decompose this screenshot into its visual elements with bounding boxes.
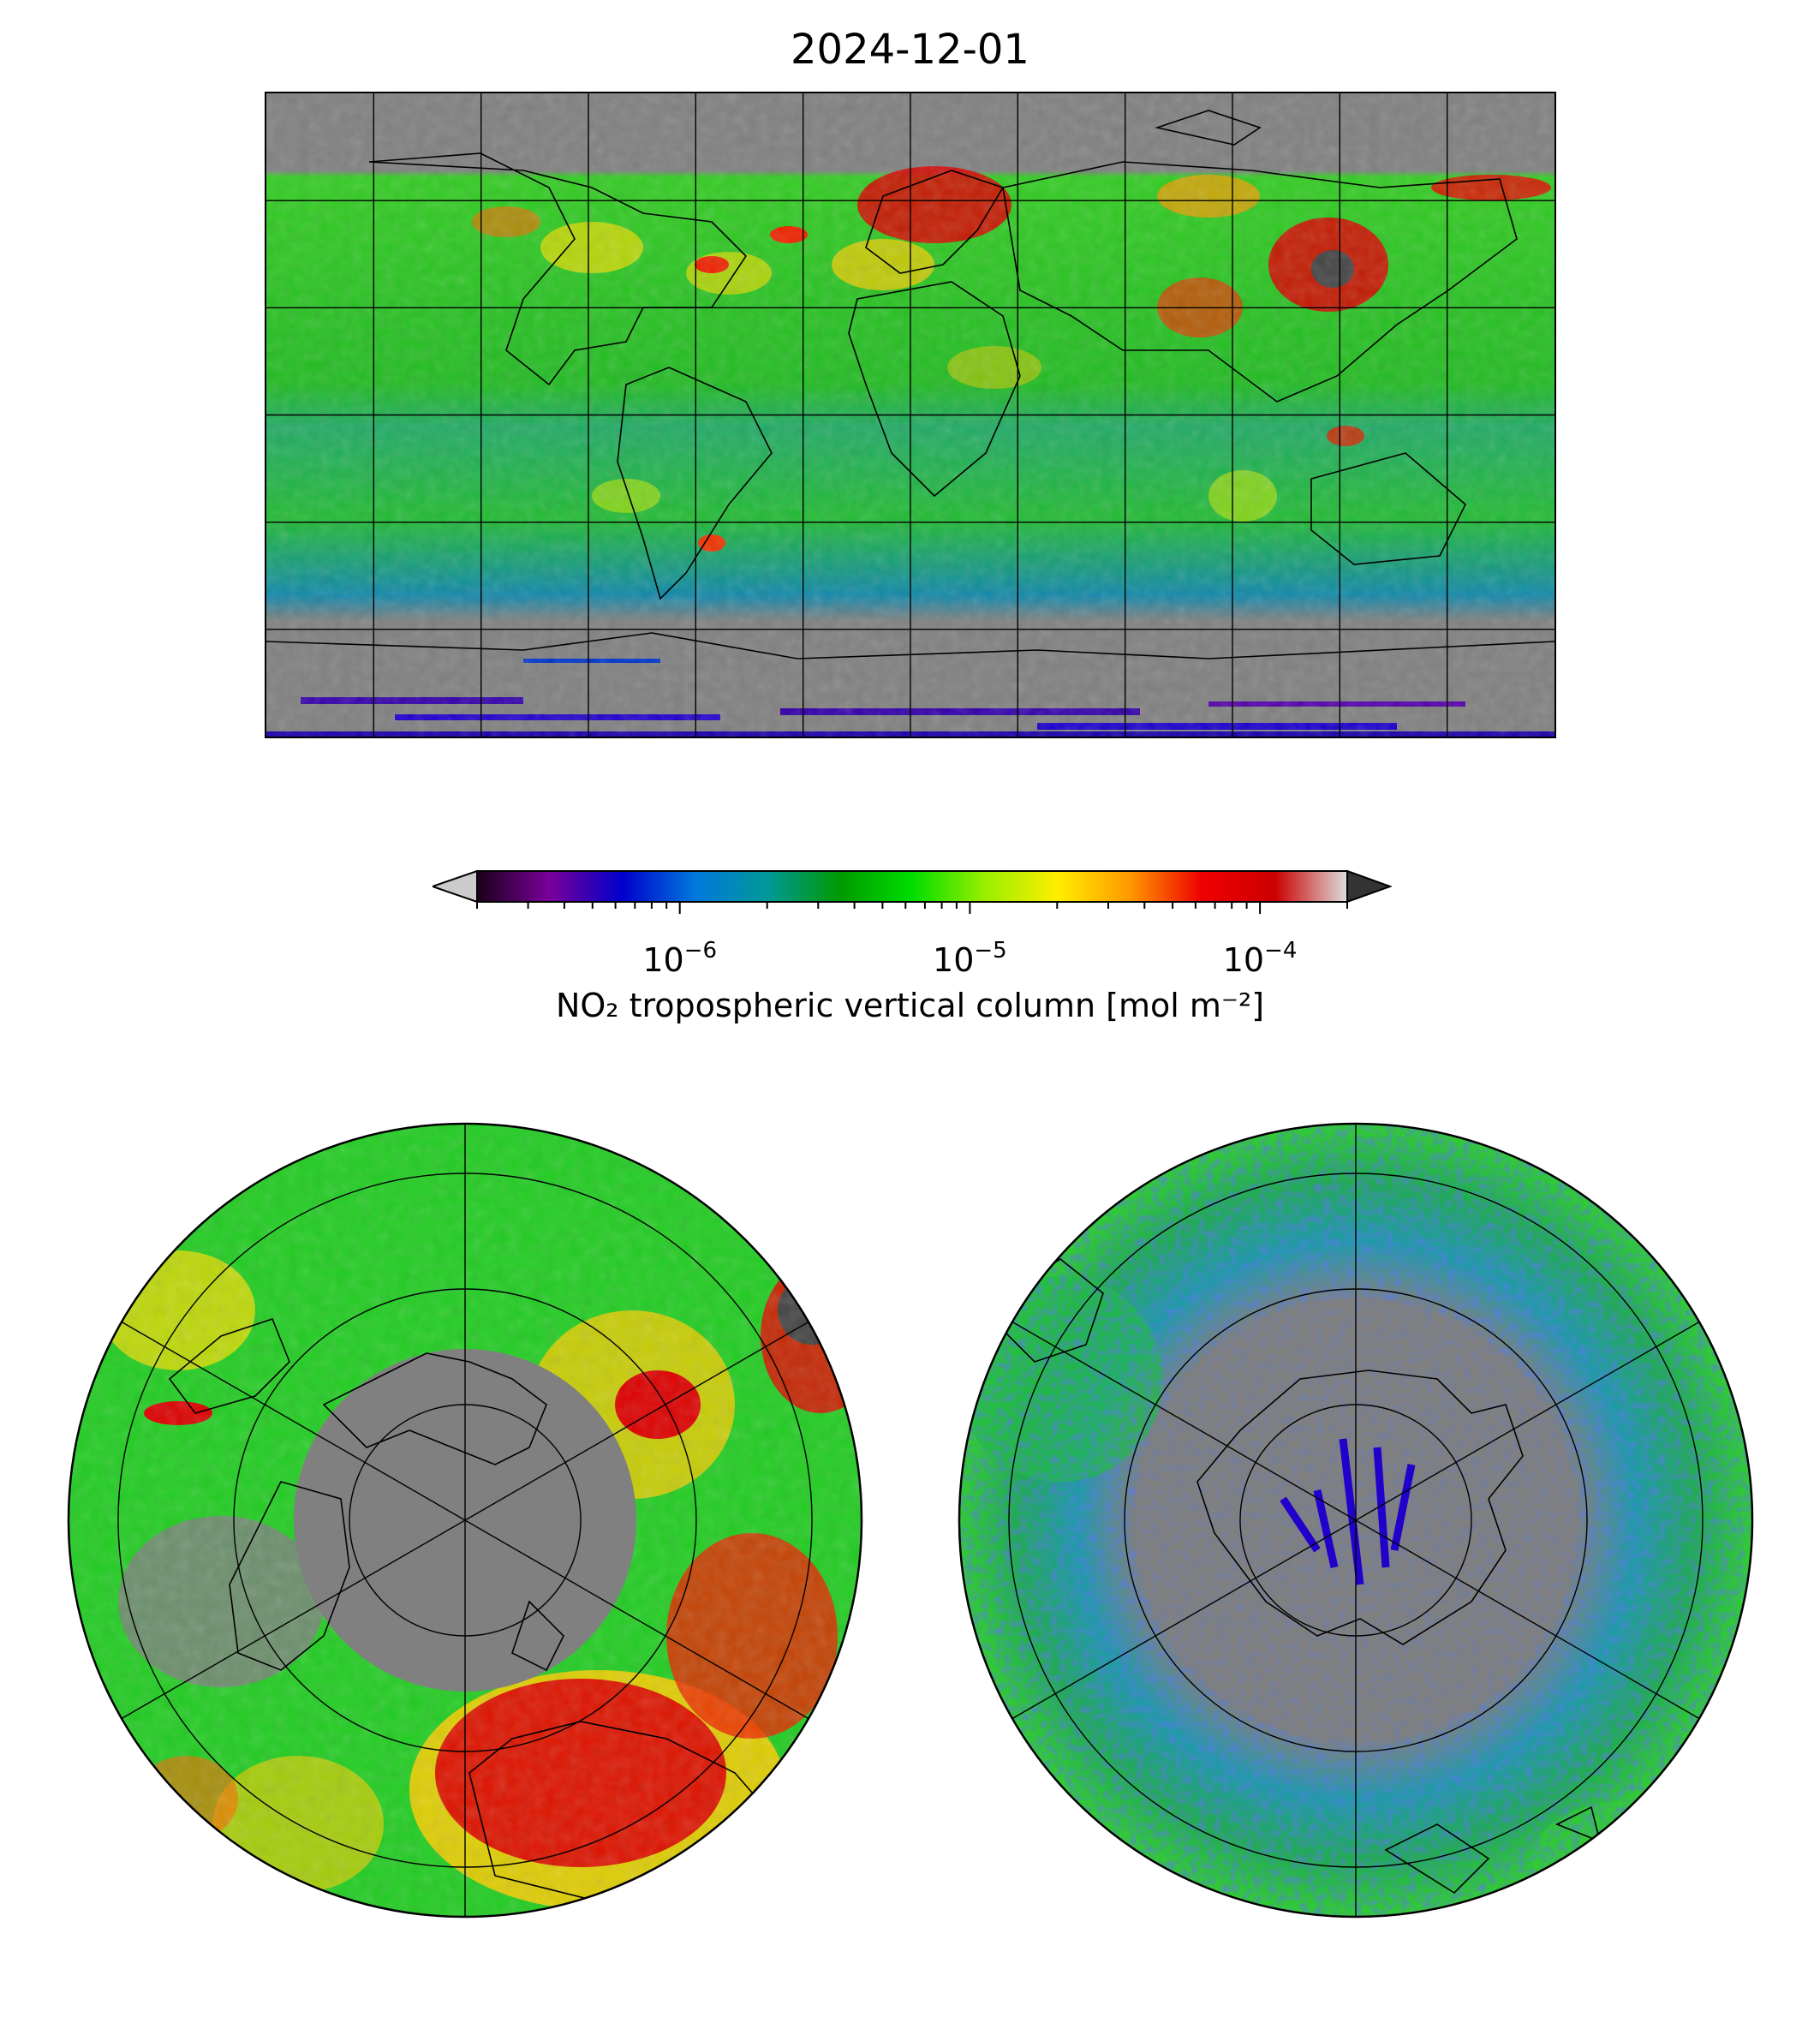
colorbar-tick-label: 10−4	[1223, 938, 1298, 979]
world-coastlines	[266, 110, 1554, 659]
colorbar-body	[476, 870, 1348, 903]
colorbar-tick-label: 10−6	[642, 938, 717, 979]
north-polar-svg	[67, 1122, 863, 1919]
south-center-streaks	[1280, 1438, 1416, 1585]
colorbar-label: NO₂ tropospheric vertical column [mol m⁻…	[555, 987, 1265, 1024]
south-polar-map[interactable]	[958, 1122, 1754, 1919]
world-map[interactable]	[265, 92, 1556, 738]
tick-exponent: −4	[1264, 938, 1298, 964]
north-polar-map[interactable]	[67, 1122, 863, 1919]
polar-meridian	[1355, 1519, 1705, 1722]
tick-exponent: −6	[683, 938, 718, 964]
south-graticule	[1006, 1124, 1705, 1917]
world-map-svg	[266, 93, 1554, 737]
south-polar-svg	[958, 1122, 1754, 1919]
colorbar	[429, 869, 1393, 914]
map-title: 2024-12-01	[791, 26, 1029, 74]
colorbar-tick-label: 10−5	[933, 938, 1007, 979]
polar-meridian	[1006, 1318, 1357, 1521]
tick-exponent: −5	[974, 938, 1007, 964]
colorbar-under-arrow	[429, 869, 478, 904]
colorbar-over-arrow	[1346, 869, 1393, 904]
colorbar-ticks	[476, 902, 1348, 914]
world-graticule	[266, 93, 1554, 737]
tick-base: 10	[642, 941, 684, 979]
tick-base: 10	[933, 941, 975, 979]
polar-meridian	[116, 1519, 466, 1722]
polar-meridian	[1355, 1318, 1705, 1521]
polar-meridian	[464, 1318, 815, 1521]
polar-meridian	[1006, 1519, 1357, 1722]
polar-meridian	[464, 1519, 815, 1722]
north-graticule	[116, 1124, 815, 1917]
colorbar-svg	[429, 869, 1393, 914]
tick-base: 10	[1222, 941, 1265, 979]
polar-meridian	[116, 1318, 466, 1521]
